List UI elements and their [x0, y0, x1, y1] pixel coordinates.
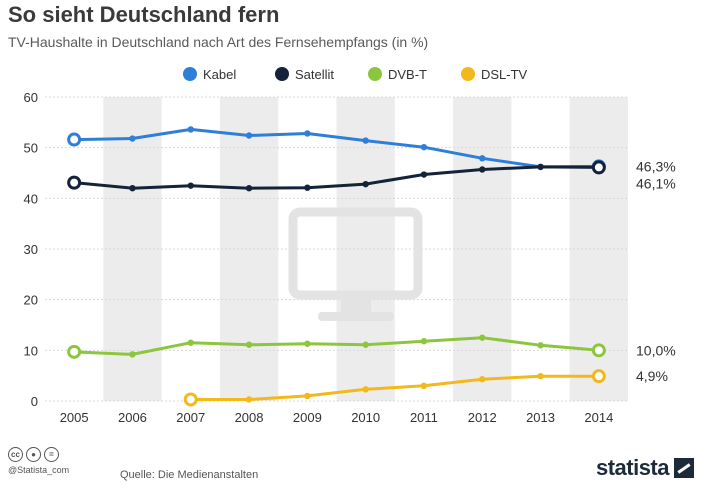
data-point: [187, 182, 194, 189]
end-point: [183, 392, 198, 407]
tv-neck: [341, 299, 371, 313]
x-tick-label: 2009: [293, 410, 322, 425]
legend-label: DVB-T: [388, 67, 427, 82]
data-point: [304, 392, 311, 400]
data-point: [304, 184, 311, 191]
y-tick-label: 60: [24, 90, 38, 105]
y-tick-label: 10: [24, 343, 38, 358]
x-tick-label: 2012: [468, 410, 497, 425]
nd-icon[interactable]: =: [44, 447, 59, 462]
end-label: 4,9%: [636, 368, 668, 384]
x-tick-label: 2008: [235, 410, 264, 425]
data-point: [479, 166, 486, 173]
data-point: [187, 339, 194, 346]
brand-mark-icon: [674, 458, 694, 478]
legend-marker: [183, 67, 197, 81]
data-point: [245, 185, 253, 192]
chart-subtitle: TV-Haushalte in Deutschland nach Art des…: [8, 34, 429, 50]
license-icons: cc ● =: [8, 447, 69, 462]
end-label: 10,0%: [636, 342, 676, 358]
data-point: [304, 130, 311, 137]
footer-left: cc ● = @Statista_com: [8, 447, 69, 475]
data-point: [362, 341, 369, 348]
data-point: [304, 340, 311, 347]
source-text: Quelle: Die Medienanstalten: [120, 469, 259, 481]
end-point: [591, 343, 606, 358]
legend-label: DSL-TV: [481, 67, 528, 82]
data-point: [245, 341, 253, 348]
data-point: [479, 334, 486, 341]
data-point: [537, 372, 544, 380]
data-point: [420, 171, 428, 178]
y-tick-label: 0: [31, 394, 38, 409]
y-tick-label: 30: [24, 242, 38, 257]
end-point: [591, 369, 606, 384]
brand-text: statista: [595, 455, 670, 480]
series-line: [190, 374, 599, 401]
data-point: [245, 132, 253, 139]
legend-label: Satellit: [295, 67, 334, 82]
data-point: [420, 382, 428, 389]
data-point: [479, 155, 486, 162]
legend-marker: [368, 67, 382, 81]
data-point: [129, 351, 136, 358]
end-labels: 46,3%46,1% 10,0% 4,9%: [636, 158, 676, 384]
y-tick-label: 50: [24, 141, 38, 156]
series-lines: [67, 126, 606, 407]
end-point: [67, 344, 82, 359]
y-tick-label: 20: [24, 293, 38, 308]
tv-screen: [288, 207, 423, 300]
copyright-text[interactable]: @Statista_com: [8, 465, 70, 475]
chart-title: So sieht Deutschland fern: [8, 2, 280, 27]
tv-icon: [288, 207, 423, 321]
data-point: [420, 338, 428, 345]
legend-marker: [275, 67, 289, 81]
x-tick-label: 2011: [410, 410, 438, 425]
statista-logo[interactable]: statista: [596, 455, 694, 481]
end-label: 46,1%: [636, 175, 676, 191]
x-tick-label: 2014: [584, 410, 613, 425]
gridlines: [45, 96, 628, 402]
data-point: [245, 396, 253, 403]
legend: Kabel Satellit DVB-T DSL-TV: [183, 67, 528, 82]
tv-base: [318, 312, 394, 321]
cc-icon[interactable]: cc: [8, 447, 23, 462]
data-point: [537, 342, 544, 349]
by-icon[interactable]: ●: [26, 447, 41, 462]
y-axis-ticks: 0 10 20 30 40 50 60: [24, 90, 38, 409]
data-point: [362, 137, 369, 144]
data-point: [420, 143, 428, 151]
x-tick-label: 2006: [118, 410, 147, 425]
series-line: [74, 127, 599, 169]
data-point: [479, 376, 486, 383]
series-line: [74, 336, 600, 356]
end-label: 46,3%: [636, 158, 676, 174]
end-point: [67, 175, 82, 190]
x-tick-label: 2013: [526, 410, 555, 425]
data-point: [362, 386, 369, 393]
x-tick-label: 2005: [60, 410, 89, 425]
data-point: [187, 126, 194, 133]
x-tick-label: 2007: [176, 410, 205, 425]
legend-marker: [461, 67, 475, 81]
y-tick-label: 40: [24, 191, 38, 206]
x-axis-ticks: 2005 2006 2007 2008 2009 2010 2011 2012 2013 2014: [60, 410, 614, 425]
data-point: [129, 185, 136, 192]
legend-label: Kabel: [203, 67, 236, 82]
data-point: [362, 180, 369, 188]
x-tick-label: 2010: [351, 410, 380, 425]
data-point: [537, 163, 544, 171]
data-point: [129, 135, 136, 142]
end-point: [67, 132, 82, 147]
end-point: [591, 160, 606, 175]
series-line: [74, 165, 599, 190]
